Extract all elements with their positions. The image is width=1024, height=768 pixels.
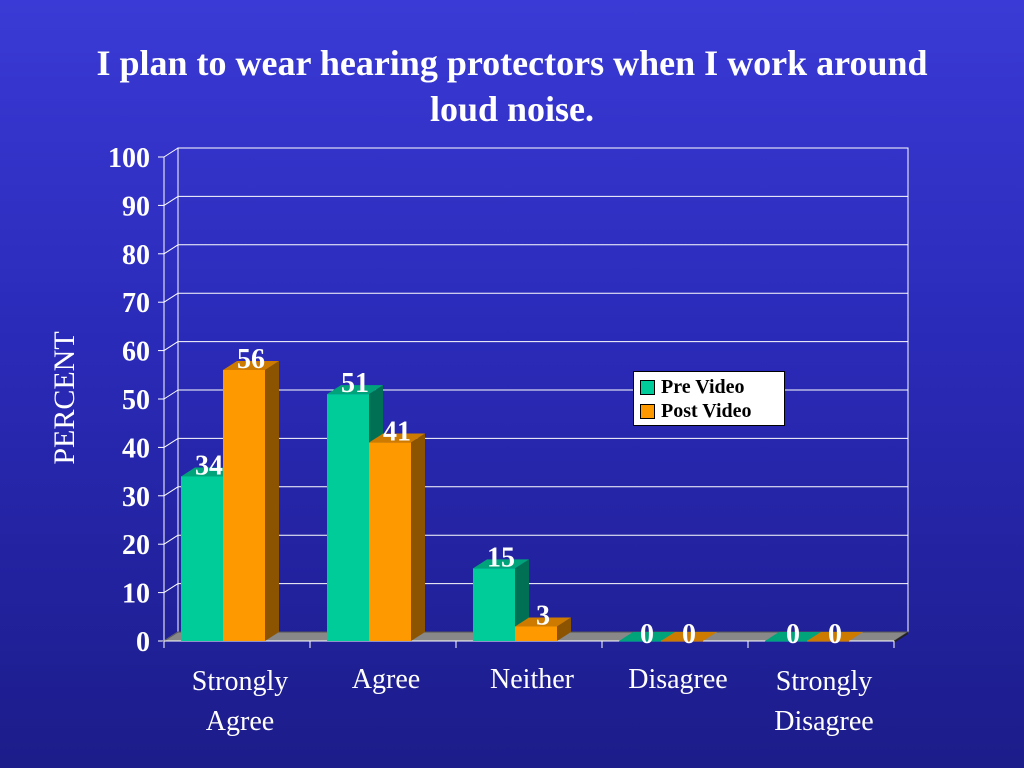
- bar-post-video: [515, 626, 557, 641]
- bar-top-post-video: [807, 632, 863, 641]
- bar-side-post-video: [265, 360, 279, 641]
- gridline-side: [163, 195, 179, 206]
- legend-item-pre-video: Pre Video: [640, 375, 784, 399]
- bar-top-post-video: [369, 433, 425, 443]
- x-category-label: Strongly: [776, 666, 872, 697]
- bar-post-video: [807, 641, 849, 642]
- x-category-label: Disagree: [628, 664, 728, 695]
- y-tick-label: 60: [122, 337, 150, 368]
- data-label: 0: [786, 619, 800, 650]
- gridline-side: [163, 389, 179, 400]
- data-label: 15: [487, 542, 515, 573]
- bar-top-post-video: [661, 632, 717, 641]
- data-label: 0: [828, 619, 842, 650]
- gridline-side: [163, 292, 179, 303]
- chart-legend: Pre Video Post Video: [633, 371, 785, 426]
- bar-top-post-video: [515, 617, 571, 627]
- y-tick-label: 30: [122, 482, 150, 513]
- data-label: 56: [237, 344, 265, 375]
- bar-side-post-video: [557, 617, 571, 641]
- chart-floor-edge: [894, 632, 908, 643]
- data-label: 0: [640, 619, 654, 650]
- bar-post-video: [661, 641, 703, 642]
- bar-post-video: [223, 369, 265, 641]
- gridline-side: [163, 486, 179, 497]
- x-category-label: Agree: [352, 664, 420, 695]
- bar-top-pre-video: [619, 632, 675, 641]
- gridline-side: [163, 244, 179, 255]
- gridline-side: [163, 437, 179, 448]
- legend-swatch-pre-video: [640, 379, 655, 395]
- slide-title: I plan to wear hearing protectors when I…: [96, 43, 928, 129]
- y-axis-label: PERCENT: [48, 331, 81, 464]
- bar-top-pre-video: [473, 559, 529, 569]
- bar-pre-video: [473, 568, 515, 641]
- y-tick-label: 20: [122, 530, 150, 561]
- bar-top-post-video: [223, 360, 279, 370]
- y-tick-label: 10: [122, 579, 150, 610]
- gridline-side: [163, 147, 179, 158]
- bar-top-pre-video: [765, 632, 821, 641]
- legend-swatch-post-video: [640, 403, 655, 419]
- data-label: 34: [195, 450, 223, 481]
- bar-side-post-video: [411, 433, 425, 641]
- y-tick-label: 0: [136, 627, 150, 658]
- gridline-side: [163, 583, 179, 594]
- bar-pre-video: [181, 476, 223, 641]
- data-label: 41: [383, 417, 411, 448]
- legend-label-post-video: Post Video: [661, 399, 752, 422]
- bar-pre-video: [327, 394, 369, 641]
- gridline-side: [163, 341, 179, 352]
- x-category-label: Strongly: [192, 666, 288, 697]
- y-tick-label: 40: [122, 433, 150, 464]
- gridline-side: [163, 534, 179, 545]
- x-category-label: Disagree: [774, 706, 874, 737]
- y-tick-label: 50: [122, 385, 150, 416]
- data-label: 0: [682, 619, 696, 650]
- x-category-label: Neither: [490, 664, 575, 695]
- bar-pre-video: [765, 641, 807, 642]
- legend-item-post-video: Post Video: [640, 399, 784, 423]
- bar-post-video: [369, 442, 411, 641]
- x-category-label: Agree: [206, 706, 274, 737]
- y-tick-label: 100: [108, 143, 150, 174]
- y-tick-label: 70: [122, 288, 150, 319]
- y-tick-label: 80: [122, 240, 150, 271]
- bar-top-pre-video: [327, 385, 383, 395]
- legend-label-pre-video: Pre Video: [661, 375, 745, 398]
- data-label: 3: [536, 600, 550, 631]
- y-tick-label: 90: [122, 191, 150, 222]
- bar-pre-video: [619, 641, 661, 642]
- data-label: 51: [341, 368, 369, 399]
